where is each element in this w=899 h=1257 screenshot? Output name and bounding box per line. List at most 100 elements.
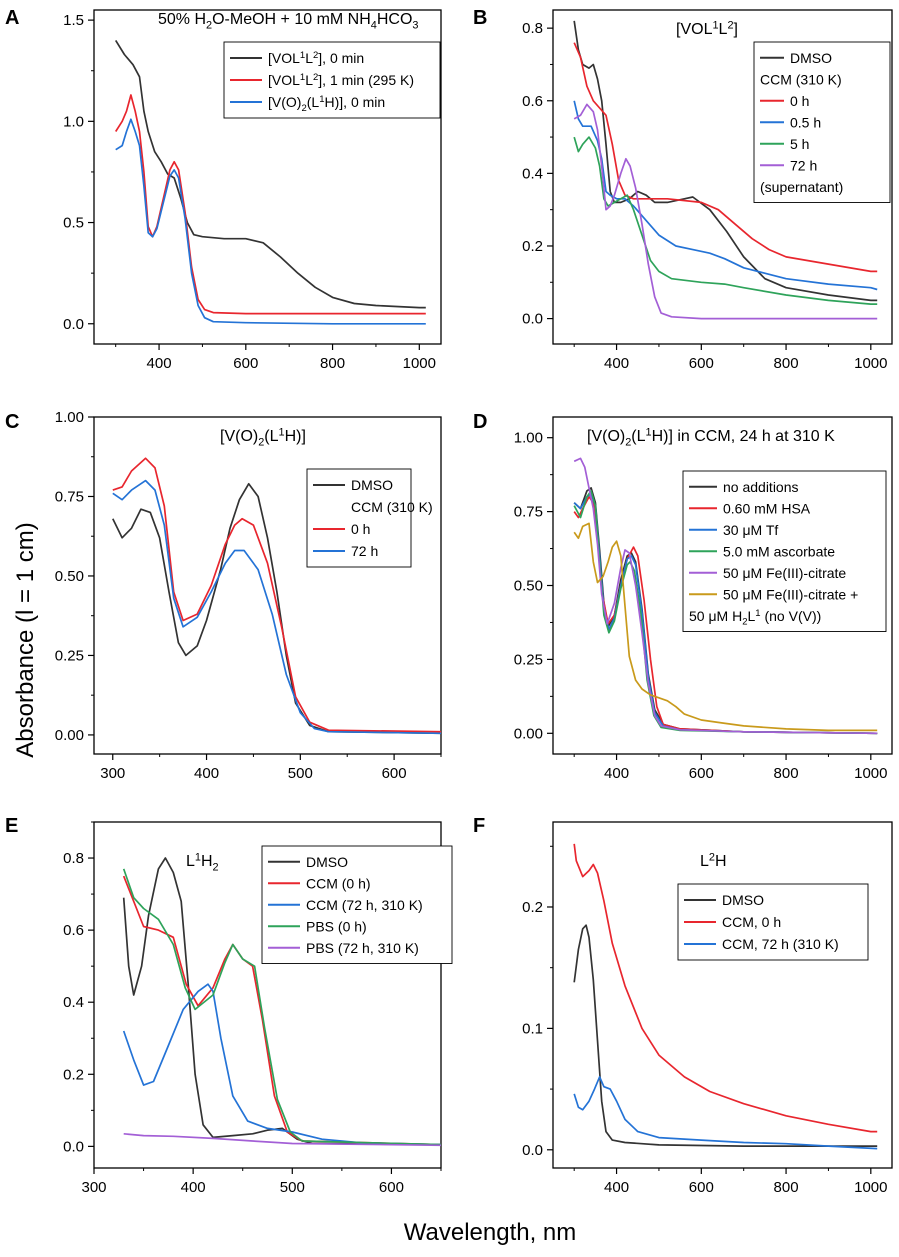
legend-label: 0 h [351,521,370,537]
panel-title: [V(O)2(L1H)] in CCM, 24 h at 310 K [587,426,835,448]
panel-a: 400 600 800 1000 0.0 0.5 1.0 1.5 A 50% H2O-MeOH +… [5,7,442,372]
x-tick-label: 600 [689,765,714,782]
series-line-vol1l2-1-min-295-k [114,94,426,315]
x-tick-label: 1000 [854,765,887,782]
legend-label: [V(O)2(L1H)], 0 min [268,94,385,114]
y-tick-label: 0.0 [63,316,84,333]
legend-label: 50 μM H2L1 (no V(V)) [689,608,821,628]
panel-title: 50% H2O-MeOH + 10 mM NH4HCO3 [158,11,418,32]
x-tick-label: 1000 [854,355,887,372]
y-tick-label: 0.4 [63,994,84,1011]
y-tick-label: 0.4 [522,165,543,182]
y-tick-label: 0.00 [55,727,84,744]
series-line-0-h [112,457,441,733]
x-tick-label: 600 [689,1179,714,1196]
x-tick-label: 800 [774,1179,799,1196]
legend-label: CCM, 72 h (310 K) [722,936,839,952]
series-line-v-o-2-l1h-0-min [115,118,426,325]
y-tick-label: 1.5 [63,12,84,29]
legend-label: CCM (310 K) [351,499,433,515]
y-axis-label: Absorbance (l = 1 cm) [12,522,39,758]
legend-label: CCM (310 K) [760,71,842,87]
y-tick-label: 0.0 [522,1142,543,1159]
y-tick-label: 0.0 [522,311,543,328]
panel-letter: B [473,7,487,29]
legend-label: 5.0 mM ascorbate [723,543,835,559]
legend-label: 72 h [351,543,378,559]
legend-label: (supernatant) [760,179,843,195]
panel-letter: D [473,411,487,433]
panel-f: 400 600 800 1000 0.0 0.1 0.2 F L2H DMSO CCM, 0 h CC… [473,815,893,1196]
x-tick-label: 500 [280,1179,305,1196]
panel-d: 400 600 800 1000 0.00 0.25 0.50 0.75 1.00 D [V(O)2… [473,411,893,782]
series-line-5-h [573,136,878,305]
y-tick-label: 1.00 [55,409,84,426]
plot-frame [93,821,442,1169]
y-tick-label: 0.8 [522,20,543,37]
x-axis-label: Wavelength, nm [403,1219,577,1246]
x-tick-label: 300 [81,1179,106,1196]
series-line-50-m-fe-iii-citrate-50-m-h2l1-no-v-v [573,522,878,732]
plot-frame [93,416,442,755]
x-tick-label: 400 [147,355,172,372]
y-tick-label: 0.6 [522,93,543,110]
series-line-ccm-72-h-310-k [122,983,441,1146]
x-tick-label: 800 [774,765,799,782]
y-tick-label: 0.2 [63,1066,84,1083]
panel-b: 400 600 800 1000 0.0 0.2 0.4 0.6 0.8 B [VOL1L2] DMS… [473,7,893,372]
legend-label: CCM, 0 h [722,914,781,930]
legend-label: DMSO [306,854,348,870]
x-tick-label: 400 [194,765,219,782]
panel-title: [VOL1L2] [676,19,738,38]
legend-label: CCM (0 h) [306,875,371,891]
y-tick-label: 0.2 [522,899,543,916]
y-tick-label: 0.5 [63,215,84,232]
y-tick-label: 0.6 [63,922,84,939]
panel-letter: A [5,7,19,29]
series-line-50-m-fe-iii-citrate [573,457,878,735]
legend-label: 72 h [790,157,817,173]
series-line-dmso [112,482,441,735]
panel-title: L2H [700,851,727,870]
x-tick-label: 600 [233,355,258,372]
panel-title: L1H2 [186,851,219,873]
x-tick-label: 1000 [854,1179,887,1196]
series-line-ccm-72-h-310-k [573,1076,878,1150]
legend-label: PBS (0 h) [306,918,367,934]
legend-label: 50 μM Fe(III)-citrate [723,565,846,581]
series-line-72-h [112,479,441,735]
legend-label: 0.60 mM HSA [723,500,811,516]
legend-label: CCM (72 h, 310 K) [306,897,423,913]
plot-frame [552,9,893,345]
series-line-0-h [573,42,878,273]
series-line-pbs-72-h-310-k [123,1132,441,1147]
y-tick-label: 1.00 [514,430,543,447]
x-tick-label: 600 [379,1179,404,1196]
legend-label: DMSO [351,477,393,493]
x-tick-label: 500 [288,765,313,782]
x-tick-label: 300 [100,765,125,782]
x-tick-label: 400 [604,355,629,372]
y-tick-label: 0.50 [514,578,543,595]
x-tick-label: 1000 [403,355,436,372]
x-tick-label: 400 [604,765,629,782]
panel-letter: E [5,815,18,837]
plot-frame [552,821,893,1169]
y-tick-label: 1.0 [63,113,84,130]
y-tick-label: 0.25 [514,651,543,668]
legend-label: no additions [723,479,799,495]
y-tick-label: 0.0 [63,1138,84,1155]
legend-label: [VOL1L2], 0 min [268,50,364,66]
legend-label: PBS (72 h, 310 K) [306,940,419,956]
series-line-dmso [573,20,878,302]
legend-label: DMSO [790,50,832,66]
y-tick-label: 0.2 [522,238,543,255]
panel-title: [V(O)2(L1H)] [220,426,306,448]
y-tick-label: 0.50 [55,568,84,585]
series-line-72-h [573,103,878,320]
legend-label: 50 μM Fe(III)-citrate + [723,586,858,602]
legend-label: DMSO [722,892,764,908]
y-tick-label: 0.75 [55,488,84,505]
series-line-dmso [573,924,878,1147]
